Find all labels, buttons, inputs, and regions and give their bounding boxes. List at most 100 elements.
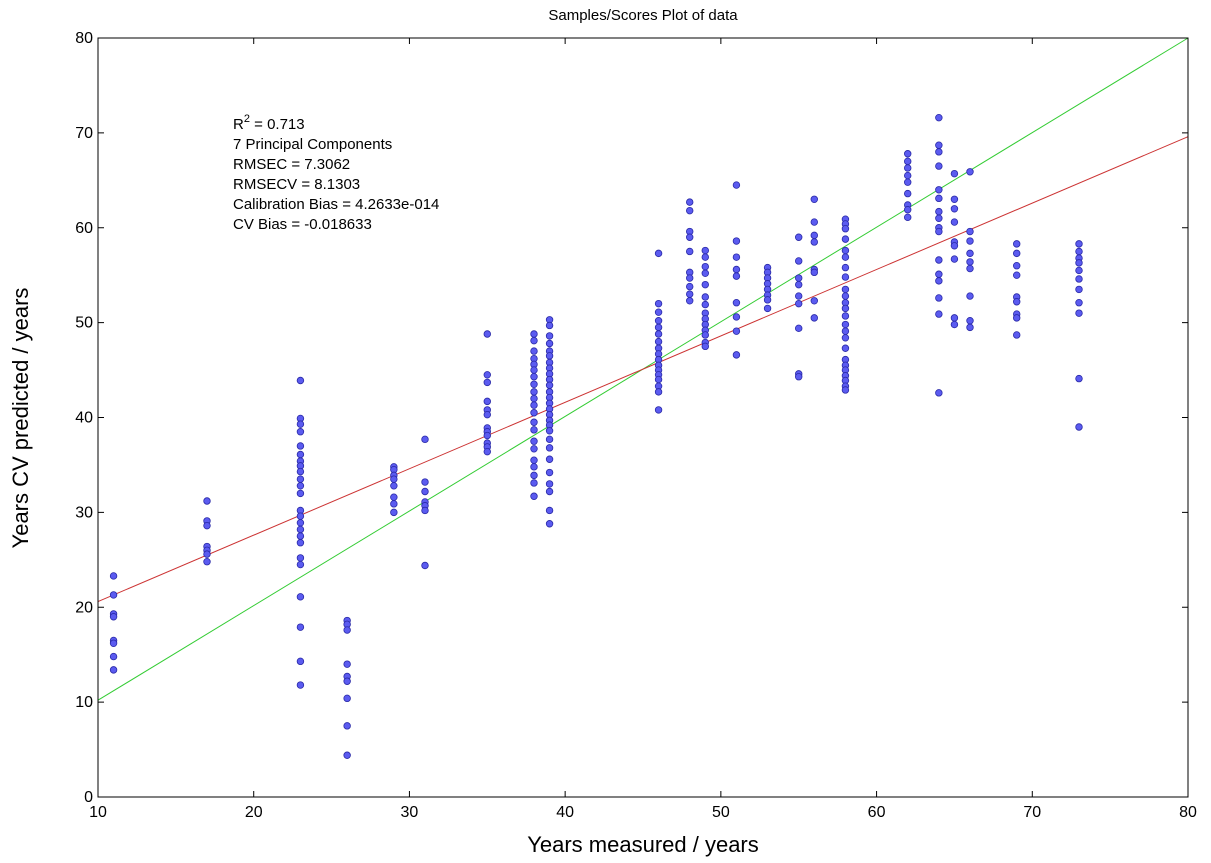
data-point bbox=[904, 189, 912, 198]
x-tick-label: 10 bbox=[89, 804, 107, 821]
data-point bbox=[530, 401, 538, 409]
data-point bbox=[654, 308, 663, 316]
data-point bbox=[904, 157, 912, 166]
x-tick-label: 50 bbox=[712, 804, 730, 821]
data-point bbox=[390, 500, 398, 508]
data-point bbox=[1013, 331, 1021, 339]
data-point bbox=[343, 626, 351, 634]
data-point bbox=[904, 206, 912, 214]
data-point bbox=[1013, 298, 1021, 306]
data-point bbox=[701, 342, 709, 351]
data-point bbox=[1013, 271, 1021, 279]
data-point bbox=[841, 344, 850, 352]
data-point bbox=[421, 506, 429, 515]
data-point bbox=[654, 330, 663, 338]
data-point bbox=[343, 660, 351, 668]
y-tick-label: 50 bbox=[75, 315, 93, 332]
data-point bbox=[545, 435, 554, 444]
data-point bbox=[701, 300, 709, 309]
data-point bbox=[654, 323, 663, 332]
data-point bbox=[732, 265, 741, 274]
data-point bbox=[530, 388, 538, 396]
data-point bbox=[530, 479, 538, 487]
data-point bbox=[296, 376, 305, 385]
data-point bbox=[203, 521, 211, 530]
y-tick-label: 30 bbox=[75, 504, 93, 521]
data-point bbox=[841, 386, 850, 394]
data-point bbox=[841, 285, 850, 294]
data-point bbox=[841, 246, 850, 255]
data-point bbox=[545, 506, 554, 515]
data-point bbox=[545, 321, 554, 330]
data-point bbox=[390, 508, 398, 517]
data-point bbox=[732, 181, 741, 189]
data-point bbox=[296, 519, 305, 527]
data-point bbox=[795, 233, 803, 241]
data-point bbox=[935, 148, 943, 156]
rmsec-annotation: RMSEC = 7.3062 bbox=[233, 156, 350, 173]
data-point bbox=[483, 431, 491, 440]
data-point bbox=[904, 178, 912, 186]
data-point bbox=[1013, 262, 1021, 270]
data-point bbox=[795, 324, 803, 333]
data-point bbox=[935, 256, 943, 264]
data-point bbox=[950, 195, 959, 203]
data-point bbox=[296, 681, 305, 689]
data-point bbox=[654, 406, 663, 414]
data-point bbox=[530, 409, 538, 417]
data-point bbox=[1075, 299, 1083, 307]
data-point bbox=[935, 310, 943, 318]
data-point bbox=[950, 169, 959, 178]
data-point bbox=[1075, 285, 1083, 294]
data-point bbox=[966, 249, 974, 258]
data-point bbox=[483, 378, 491, 387]
data-point bbox=[296, 593, 305, 601]
y-axis-label: Years CV predicted / years bbox=[8, 288, 33, 549]
data-point bbox=[732, 272, 741, 280]
x-tick-label: 30 bbox=[401, 804, 419, 821]
data-point bbox=[654, 388, 663, 396]
data-point bbox=[732, 237, 741, 245]
data-point bbox=[904, 150, 912, 158]
data-point bbox=[654, 299, 663, 308]
data-point bbox=[530, 330, 538, 338]
data-point bbox=[296, 442, 305, 450]
data-point bbox=[545, 480, 554, 488]
data-point bbox=[545, 487, 554, 496]
data-point bbox=[841, 224, 850, 233]
data-point bbox=[795, 257, 803, 265]
data-point bbox=[950, 205, 959, 213]
x-tick-label: 20 bbox=[245, 804, 263, 821]
data-point bbox=[296, 475, 305, 483]
data-point bbox=[841, 273, 850, 281]
data-point bbox=[935, 162, 943, 170]
data-point bbox=[935, 194, 943, 203]
data-point bbox=[732, 351, 741, 359]
data-point bbox=[732, 327, 741, 335]
data-point bbox=[1013, 249, 1021, 258]
x-tick-label: 70 bbox=[1023, 804, 1041, 821]
data-point bbox=[545, 339, 554, 348]
data-point bbox=[763, 304, 772, 313]
data-point bbox=[686, 282, 694, 291]
data-point bbox=[296, 467, 305, 476]
data-point bbox=[545, 468, 554, 477]
data-point bbox=[530, 380, 538, 388]
data-point bbox=[763, 296, 772, 304]
data-point bbox=[109, 666, 118, 674]
data-point bbox=[841, 292, 850, 300]
data-point bbox=[732, 253, 741, 261]
rmsecv-annotation: RMSECV = 8.1303 bbox=[233, 176, 360, 193]
data-point bbox=[841, 327, 850, 335]
x-axis-label: Years measured / years bbox=[527, 832, 759, 857]
data-point bbox=[203, 497, 211, 505]
data-point bbox=[686, 206, 694, 215]
data-point bbox=[966, 317, 974, 325]
data-point bbox=[296, 539, 305, 547]
data-point bbox=[390, 475, 398, 483]
data-point bbox=[810, 297, 818, 305]
data-point bbox=[841, 263, 850, 272]
data-point bbox=[530, 471, 538, 480]
data-point bbox=[686, 290, 694, 298]
